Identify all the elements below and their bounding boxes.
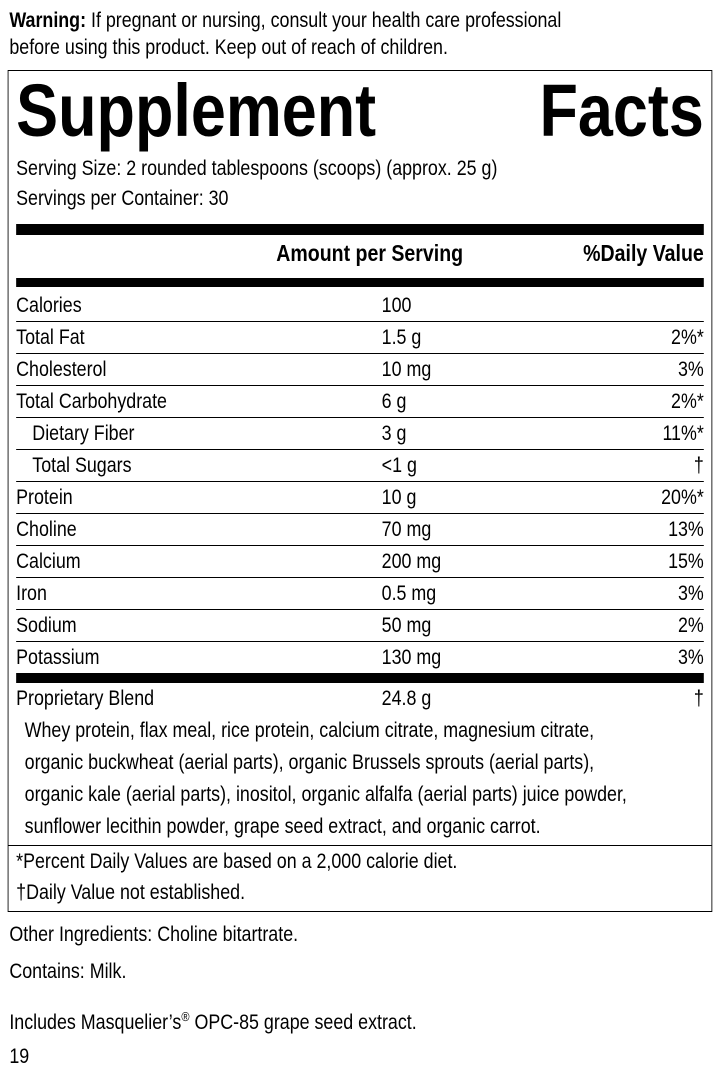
- nutrient-name: Dietary Fiber: [32, 422, 135, 445]
- nutrient-name: Sodium: [16, 614, 77, 637]
- nutrient-row: Potassium 130 mg 3%: [16, 642, 704, 674]
- nutrient-name: Calcium: [16, 550, 81, 573]
- nutrient-name: Total Fat: [16, 326, 85, 349]
- nutrient-amount: 10 mg: [381, 358, 432, 381]
- servings-per-container: Servings per Container: 30: [16, 187, 229, 210]
- blend-ingredients-line: organic buckwheat (aerial parts), organi…: [24, 751, 595, 774]
- nutrient-amount: 100: [381, 294, 412, 317]
- nutrient-name: Total Sugars: [32, 454, 132, 477]
- blend-ingredients-line: Whey protein, flax meal, rice protein, c…: [24, 719, 595, 742]
- nutrient-row: Calcium 200 mg 15%: [16, 546, 704, 578]
- nutrient-amount: 1.5 g: [381, 326, 422, 349]
- includes-text: Includes Masquelier’s: [9, 1011, 182, 1034]
- nutrient-name: Calories: [16, 294, 82, 317]
- warning-text: If pregnant or nursing, consult your hea…: [86, 9, 562, 32]
- blend-ingredients-line: organic kale (aerial parts), inositol, o…: [24, 783, 627, 806]
- nutrient-name: Cholesterol: [16, 358, 107, 381]
- panel-title: Supplement Facts: [16, 69, 704, 152]
- nutrient-name: Protein: [16, 486, 73, 509]
- other-ingredients: Other Ingredients: Choline bitartrate.: [9, 923, 299, 946]
- nutrient-amount: 50 mg: [381, 614, 432, 637]
- warning-line-1: Warning: If pregnant or nursing, consult…: [9, 6, 561, 36]
- supplement-facts-panel: Supplement Facts Serving Size: 2 rounded …: [7, 69, 713, 912]
- contains-allergens: Contains: Milk.: [9, 960, 127, 983]
- header-daily-value: %Daily Value: [583, 240, 704, 266]
- nutrient-daily-value: 15%: [668, 550, 704, 573]
- nutrient-amount: 10 g: [381, 486, 417, 509]
- thick-divider: [16, 278, 704, 287]
- proprietary-blend-row: Proprietary Blend 24.8 g †: [16, 683, 704, 715]
- nutrient-row: Sodium 50 mg 2%: [16, 610, 704, 642]
- nutrient-row: Protein 10 g 20%*: [16, 482, 704, 514]
- nutrient-name: Iron: [16, 582, 47, 605]
- header-amount: Amount per Serving: [276, 240, 464, 266]
- nutrient-row: Total Carbohydrate 6 g 2%*: [16, 386, 704, 418]
- nutrient-amount: 3 g: [381, 422, 407, 445]
- nutrient-daily-value: 11%*: [662, 422, 704, 445]
- nutrient-name: Potassium: [16, 646, 100, 669]
- nutrient-amount: 0.5 mg: [381, 582, 437, 605]
- nutrient-row: Cholesterol 10 mg 3%: [16, 354, 704, 386]
- column-header: Amount per Serving %Daily Value: [16, 237, 704, 269]
- includes-statement: Includes Masquelier’s® OPC-85 grape seed…: [9, 1002, 417, 1034]
- registered-mark: ®: [181, 1009, 190, 1024]
- nutrient-daily-value: 2%*: [671, 390, 704, 413]
- nutrient-row: Choline 70 mg 13%: [16, 514, 704, 546]
- nutrient-amount: 24.8 g: [381, 687, 432, 710]
- includes-text: OPC-85 grape seed extract.: [189, 1011, 417, 1034]
- footnote-dv-not-established: †Daily Value not established.: [16, 881, 246, 904]
- nutrient-daily-value: 20%*: [661, 486, 704, 509]
- serving-size: Serving Size: 2 rounded tablespoons (sco…: [16, 157, 498, 180]
- thick-divider: [16, 673, 704, 683]
- warning-line-2: before using this product. Keep out of r…: [9, 36, 448, 59]
- nutrient-amount: 130 mg: [381, 646, 442, 669]
- nutrient-daily-value: 3%: [677, 358, 704, 381]
- nutrient-daily-value: †: [693, 454, 704, 477]
- thin-divider: [8, 845, 712, 846]
- nutrient-row: Iron 0.5 mg 3%: [16, 578, 704, 610]
- nutrient-amount: <1 g: [381, 454, 417, 477]
- nutrient-daily-value: 13%: [668, 518, 704, 541]
- nutrient-daily-value: 3%: [677, 582, 704, 605]
- title-word: Supplement: [16, 69, 377, 152]
- title-word: Facts: [539, 69, 704, 152]
- nutrient-daily-value: †: [693, 687, 704, 710]
- page-number: 19: [9, 1045, 30, 1068]
- nutrient-row: Dietary Fiber 3 g 11%*: [16, 418, 704, 450]
- footnote-percent-dv: *Percent Daily Values are based on a 2,0…: [16, 850, 458, 873]
- nutrient-row: Total Fat 1.5 g 2%*: [16, 322, 704, 354]
- thick-divider: [16, 224, 704, 235]
- nutrient-daily-value: 2%*: [671, 326, 704, 349]
- nutrient-amount: 6 g: [381, 390, 407, 413]
- nutrient-name: Proprietary Blend: [16, 687, 155, 710]
- nutrient-name: Choline: [16, 518, 77, 541]
- nutrient-amount: 200 mg: [381, 550, 442, 573]
- warning-label: Warning:: [9, 9, 87, 32]
- nutrient-daily-value: 2%: [677, 614, 704, 637]
- nutrient-amount: 70 mg: [381, 518, 432, 541]
- blend-ingredients-line: sunflower lecithin powder, grape seed ex…: [24, 815, 541, 838]
- nutrient-daily-value: 3%: [677, 646, 704, 669]
- nutrient-row: Calories 100: [16, 290, 704, 322]
- nutrient-row: Total Sugars <1 g †: [16, 450, 704, 482]
- nutrient-name: Total Carbohydrate: [16, 390, 167, 413]
